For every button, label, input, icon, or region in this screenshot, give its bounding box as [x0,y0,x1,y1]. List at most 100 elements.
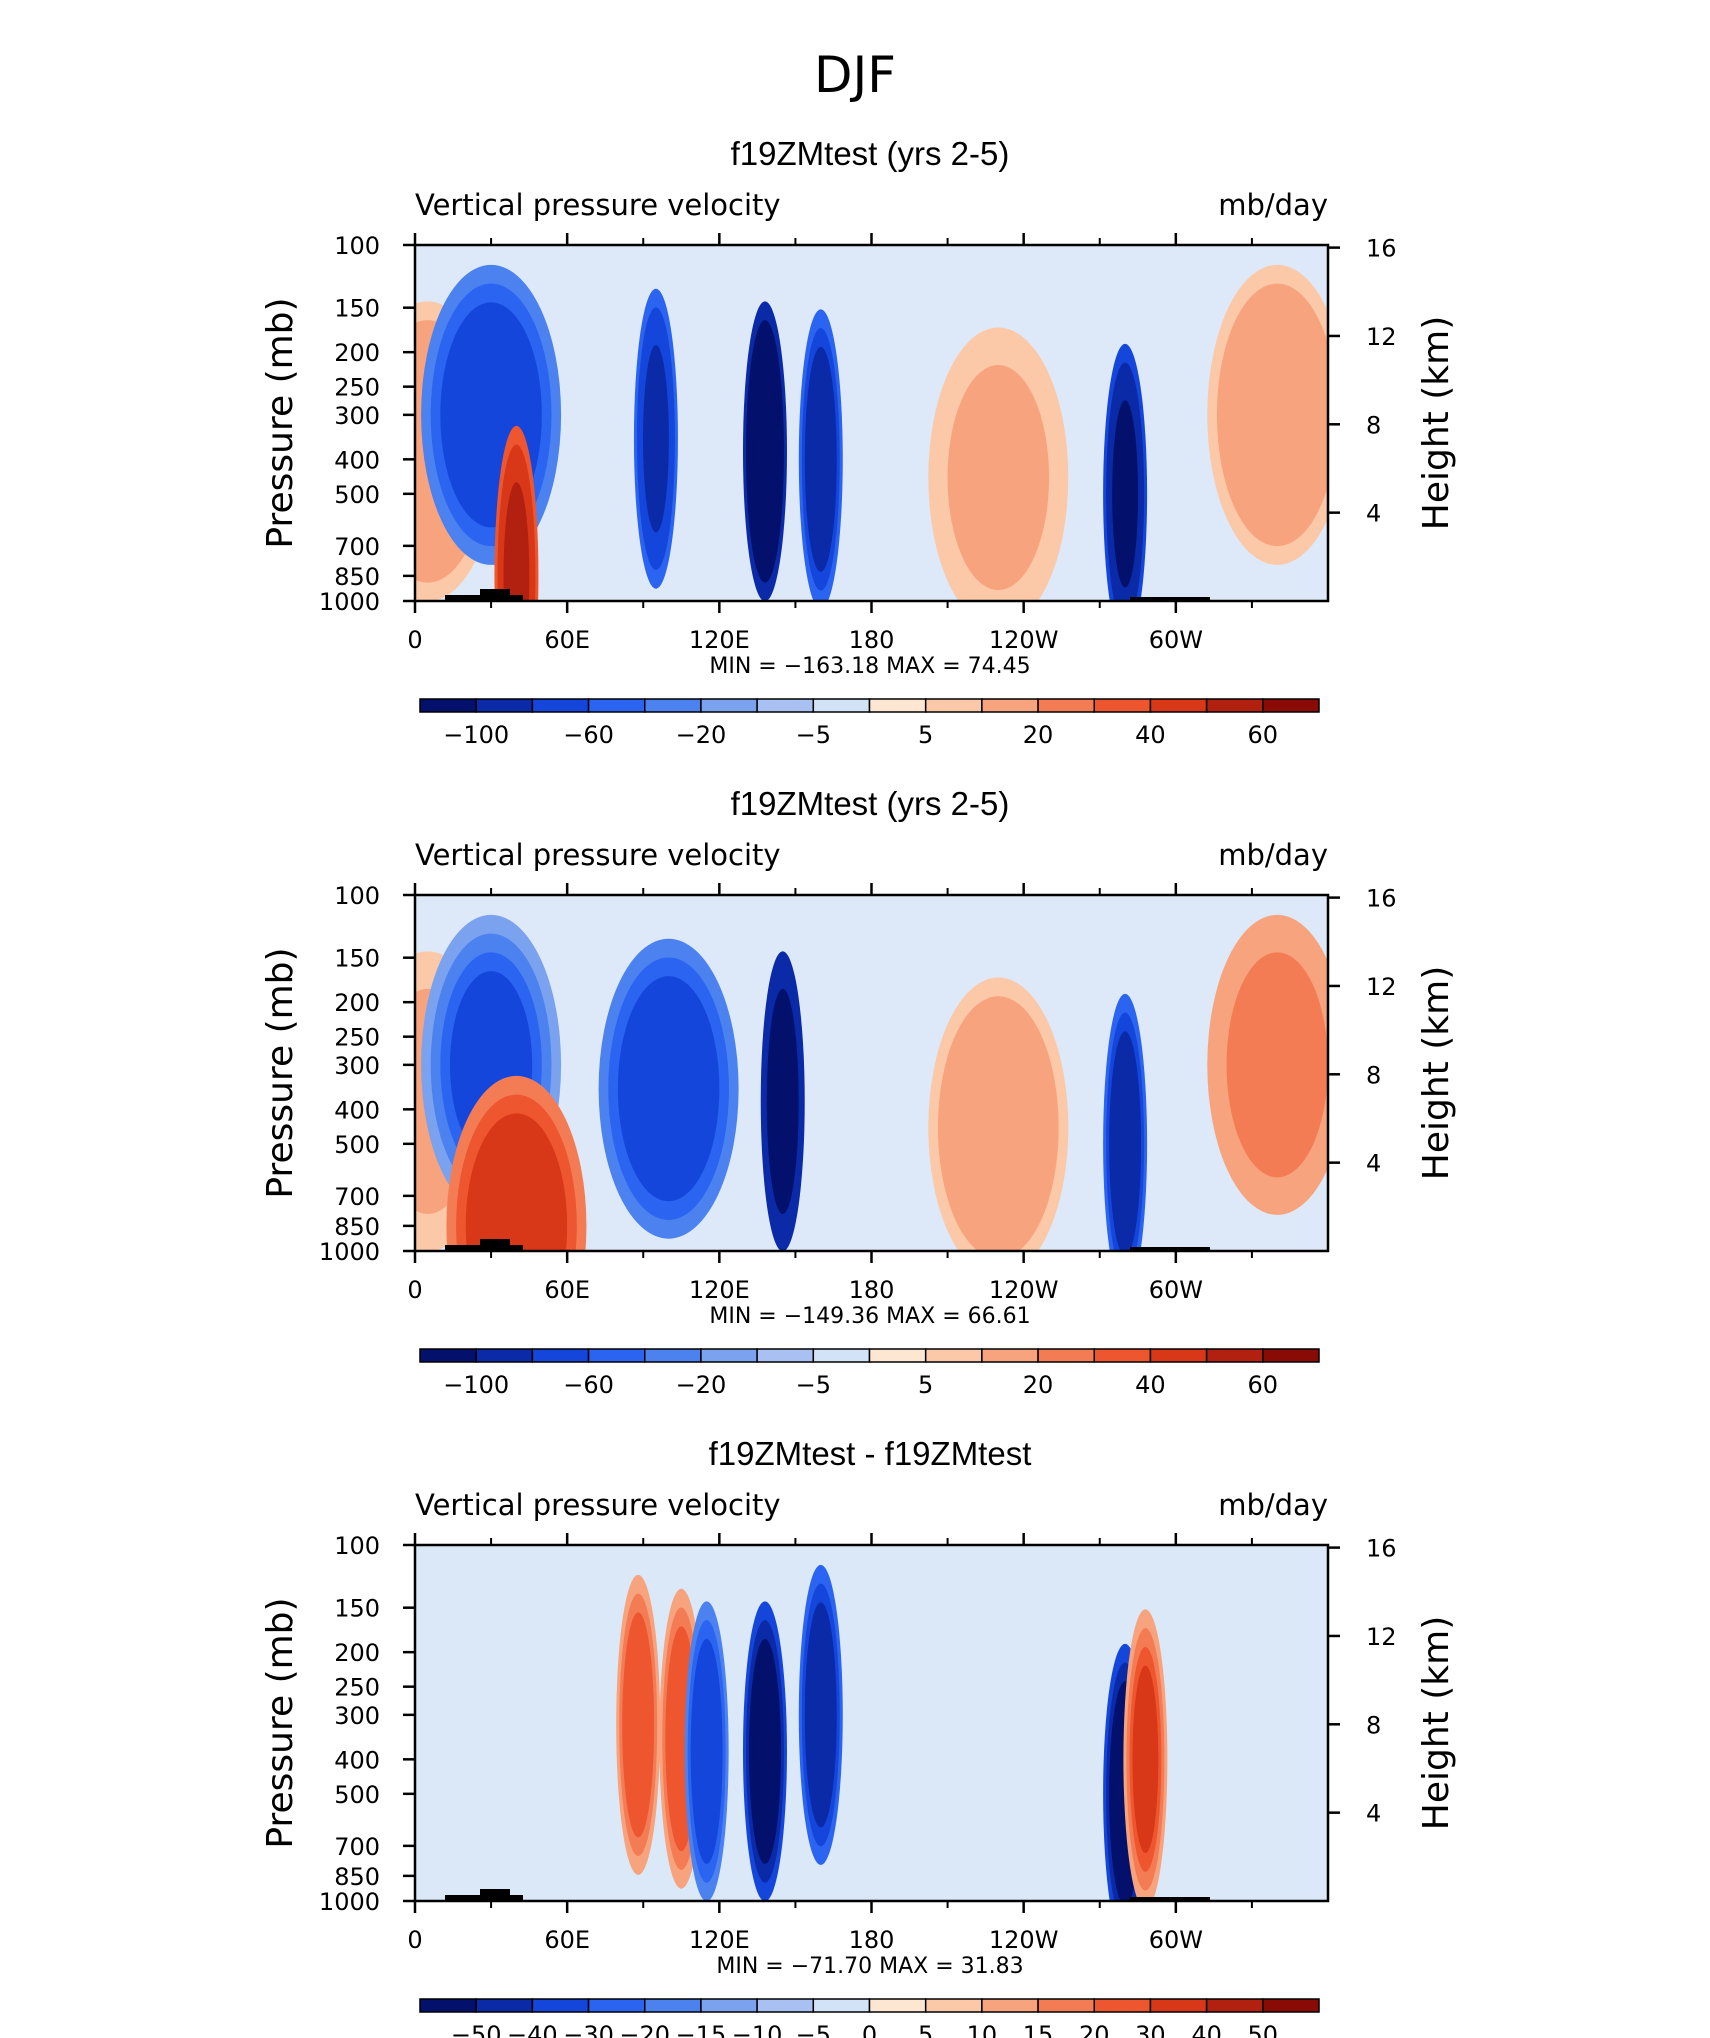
field-background [415,245,1328,601]
y-right-tick-label: 16 [1366,235,1397,263]
colorbar-label: 5 [918,721,933,749]
y-tick-label: 1000 [319,588,380,616]
y-tick-label: 100 [334,882,380,910]
chart-panel-1: f19ZMtest (yrs 2-5) Vertical pressure vel… [260,135,1457,749]
colorbar-label: −5 [796,1371,831,1399]
colorbar-segment [868,1998,927,2013]
topography [445,1239,523,1251]
colorbar-label: 20 [1079,2021,1110,2038]
colorbar-label: −20 [676,1371,727,1399]
panel-title: f19ZMtest (yrs 2-5) [731,135,1010,172]
y-tick-label: 850 [334,563,380,591]
colorbar-segment [812,1998,871,2013]
chart-panel-2: f19ZMtest (yrs 2-5) Vertical pressure vel… [260,785,1457,1399]
x-tick-label: 120E [689,1926,750,1954]
colorbar-segment [812,1348,871,1363]
colorbar-segment [419,1348,477,1363]
colorbar-segment [1149,698,1208,713]
y-right-tick-label: 16 [1366,1535,1397,1563]
colorbar-label: 60 [1248,721,1279,749]
topography [1130,597,1210,601]
y-tick-label: 700 [334,1833,380,1861]
x-tick-label: 0 [407,626,422,654]
y-tick-label: 500 [334,1131,380,1159]
contour-feature-7 [1236,971,1319,1159]
min-max-stats: MIN = −149.36 MAX = 66.61 [709,1304,1030,1329]
y-tick-label: 400 [334,446,380,474]
colorbar-segment [812,698,871,713]
y-right-axis-label: Height (km) [1416,1616,1457,1830]
y-tick-label: 200 [334,1639,380,1667]
x-tick-label: 0 [407,1926,422,1954]
y-tick-label: 700 [334,533,380,561]
colorbar-label: 5 [918,1371,933,1399]
colorbar-segment [700,1998,758,2013]
x-tick-label: 180 [849,1276,895,1304]
x-tick-label: 60E [544,626,590,654]
contour-feature-5 [807,365,834,554]
colorbar-segment [644,1998,702,2013]
colorbar-segment [1093,698,1152,713]
figure-title: DJF [814,46,896,104]
contour-feature-5 [957,1033,1040,1222]
field-background [415,1545,1328,1901]
y-tick-label: 200 [334,989,380,1017]
y-tick-label: 100 [334,232,380,260]
x-tick-label: 0 [407,1276,422,1304]
y-right-axis-label: Height (km) [1416,966,1457,1180]
colorbar-segment [1037,1998,1095,2013]
colorbar-label: 40 [1135,1371,1166,1399]
colorbar-segment [1149,1348,1208,1363]
topography [1130,1897,1210,1901]
colorbar-label: −40 [507,2021,558,2038]
contour-feature-6 [1112,1050,1139,1238]
colorbar-segment [475,1998,534,2013]
y-right-tick-label: 12 [1366,973,1397,1001]
colorbar-label: −100 [443,721,509,749]
y-tick-label: 250 [334,1024,380,1052]
contour-feature-4 [769,1007,796,1196]
y-tick-label: 300 [334,1052,380,1080]
y-right-tick-label: 4 [1366,1150,1381,1178]
units-label: mb/day [1218,188,1328,222]
colorbar-segment [924,698,983,713]
colorbar-segment [1093,1998,1152,2013]
y-tick-label: 850 [334,1863,380,1891]
contour-feature-6 [1132,1665,1159,1854]
colorbar-label: −60 [563,1371,614,1399]
colorbar-label: 0 [862,2021,877,2038]
y-right-tick-label: 4 [1366,1800,1381,1828]
x-tick-label: 60W [1149,1926,1203,1954]
variable-label: Vertical pressure velocity [415,188,781,222]
contour-feature-0 [625,1631,652,1819]
colorbar-segment [419,698,477,713]
y-tick-label: 400 [334,1746,380,1774]
y-tick-label: 500 [334,481,380,509]
colorbar-segment [1037,1348,1095,1363]
colorbar-label: −10 [732,2021,783,2038]
colorbar-label: 60 [1248,1371,1279,1399]
topography [445,589,523,601]
x-tick-label: 60W [1149,626,1203,654]
colorbar-segment [475,1348,534,1363]
chart-panel-3: f19ZMtest - f19ZMtest Vertical pressure v… [260,1435,1457,2038]
contour-feature-2 [693,1657,720,1846]
x-tick-label: 120W [989,1276,1059,1304]
y-tick-label: 700 [334,1183,380,1211]
y-right-tick-label: 12 [1366,1623,1397,1651]
colorbar-segment [1205,698,1264,713]
topography [1130,1247,1210,1251]
colorbar-label: −100 [443,1371,509,1399]
y-axis-label: Pressure (mb) [260,1597,301,1848]
colorbar-label: −5 [796,721,831,749]
x-tick-label: 60E [544,1276,590,1304]
y-tick-label: 1000 [319,1888,380,1916]
colorbar-label: 15 [1023,2021,1054,2038]
x-tick-label: 180 [849,626,895,654]
colorbar-segment [1262,1998,1320,2013]
colorbar-label: −20 [619,2021,670,2038]
min-max-stats: MIN = −163.18 MAX = 74.45 [709,654,1030,679]
x-tick-label: 180 [849,1926,895,1954]
units-label: mb/day [1218,838,1328,872]
